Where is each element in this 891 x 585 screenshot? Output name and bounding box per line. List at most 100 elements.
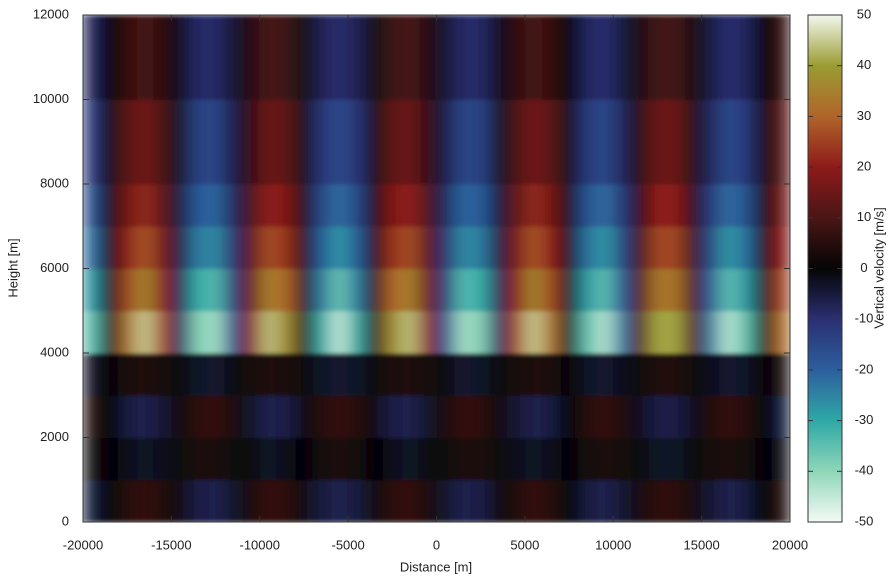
heatmap-cell — [701, 268, 720, 312]
heatmap-cell — [754, 395, 773, 438]
heatmap-cell — [754, 15, 773, 100]
heatmap-cell — [701, 479, 720, 522]
heatmap-cell — [153, 268, 172, 312]
heatmap-cell — [206, 479, 225, 522]
heatmap-cell — [772, 310, 790, 354]
y-tick-label: 10000 — [33, 91, 69, 106]
heatmap-cell — [118, 226, 137, 269]
heatmap-cell — [560, 268, 579, 312]
heatmap-cell — [630, 99, 650, 185]
heatmap-cell — [524, 310, 544, 354]
heatmap-cell — [401, 395, 420, 438]
heatmap-cell — [401, 437, 420, 481]
heatmap-cell — [683, 15, 703, 100]
heatmap-cell — [136, 310, 155, 354]
heatmap-cell — [560, 395, 579, 438]
heatmap-cell — [242, 226, 261, 269]
heatmap-cell — [83, 184, 102, 227]
heatmap-cell — [701, 99, 720, 185]
heatmap-cell — [171, 99, 190, 185]
heatmap-cell — [577, 268, 597, 312]
heatmap-cell — [683, 268, 703, 312]
heatmap-cell — [489, 395, 508, 438]
heatmap-cell — [330, 437, 349, 481]
heatmap-cell — [136, 353, 155, 396]
heatmap-cell — [507, 395, 526, 438]
heatmap-cell — [719, 99, 738, 185]
heatmap-cell — [242, 184, 261, 227]
heatmap-cell — [259, 268, 278, 312]
heatmap-cell — [719, 479, 738, 522]
heatmap-cell — [100, 395, 119, 438]
heatmap-cell — [401, 15, 420, 100]
heatmap-cell — [577, 226, 597, 269]
y-tick-label: 4000 — [40, 344, 69, 359]
heatmap-cell — [259, 479, 278, 522]
heatmap-cell — [471, 353, 491, 396]
heatmap-cell — [683, 184, 703, 227]
colorbar-tick-label: 10 — [857, 209, 871, 224]
heatmap-cell — [595, 353, 614, 396]
heatmap-cell — [666, 15, 685, 100]
heatmap-cell — [754, 437, 773, 481]
heatmap-cell — [436, 479, 455, 522]
colorbar-tick-label: -30 — [855, 412, 874, 427]
heatmap-cell — [701, 15, 720, 100]
heatmap-cell — [577, 15, 597, 100]
heatmap-cell — [242, 268, 261, 312]
heatmap-cell — [136, 479, 155, 522]
heatmap-cell — [259, 395, 278, 438]
heatmap-cell — [348, 99, 367, 185]
heatmap-cell — [277, 99, 296, 185]
heatmap-cell — [100, 99, 119, 185]
heatmap-cell — [613, 353, 632, 396]
heatmap-cell — [348, 353, 367, 396]
heatmap-cell — [560, 479, 579, 522]
heatmap-cell — [613, 395, 632, 438]
y-tick-label: 0 — [62, 513, 69, 528]
heatmap-cell — [489, 353, 508, 396]
heatmap-cell — [83, 479, 102, 522]
x-tick-label: 5000 — [510, 537, 539, 552]
heatmap-cell — [736, 437, 756, 481]
heatmap-cell — [242, 479, 261, 522]
heatmap-cell — [224, 310, 243, 354]
heatmap-cells — [83, 15, 790, 522]
heatmap-cell — [507, 268, 526, 312]
heatmap-cell — [365, 226, 384, 269]
heatmap-cell — [330, 226, 349, 269]
heatmap-cell — [330, 395, 349, 438]
heatmap-cell — [100, 15, 119, 100]
heatmap-cell — [259, 226, 278, 269]
heatmap-cell — [242, 99, 261, 185]
heatmap-cell — [666, 226, 685, 269]
heatmap-cell — [524, 268, 544, 312]
heatmap-cell — [436, 15, 455, 100]
y-tick-label: 2000 — [40, 429, 69, 444]
heatmap-cell — [171, 395, 190, 438]
heatmap-cell — [736, 99, 756, 185]
heatmap-cell — [277, 268, 296, 312]
heatmap-cell — [277, 184, 296, 227]
heatmap-cell — [383, 99, 402, 185]
colorbar-tick-label: -40 — [855, 463, 874, 478]
heatmap-cell — [560, 226, 579, 269]
heatmap-cell — [118, 268, 137, 312]
heatmap-cell — [83, 15, 102, 100]
heatmap-cell — [330, 184, 349, 227]
heatmap-cell — [719, 395, 738, 438]
heatmap-cell — [153, 15, 172, 100]
heatmap-cell — [277, 353, 296, 396]
heatmap-cell — [330, 353, 349, 396]
heatmap-cell — [118, 310, 137, 354]
heatmap-cell — [100, 353, 119, 396]
heatmap-cell — [719, 226, 738, 269]
heatmap-cell — [436, 226, 455, 269]
heatmap-cell — [666, 268, 685, 312]
heatmap-cell — [772, 353, 790, 396]
heatmap-cell — [83, 268, 102, 312]
heatmap-cell — [454, 395, 473, 438]
heatmap-cell — [613, 184, 632, 227]
colorbar-tick-label: 40 — [857, 57, 871, 72]
